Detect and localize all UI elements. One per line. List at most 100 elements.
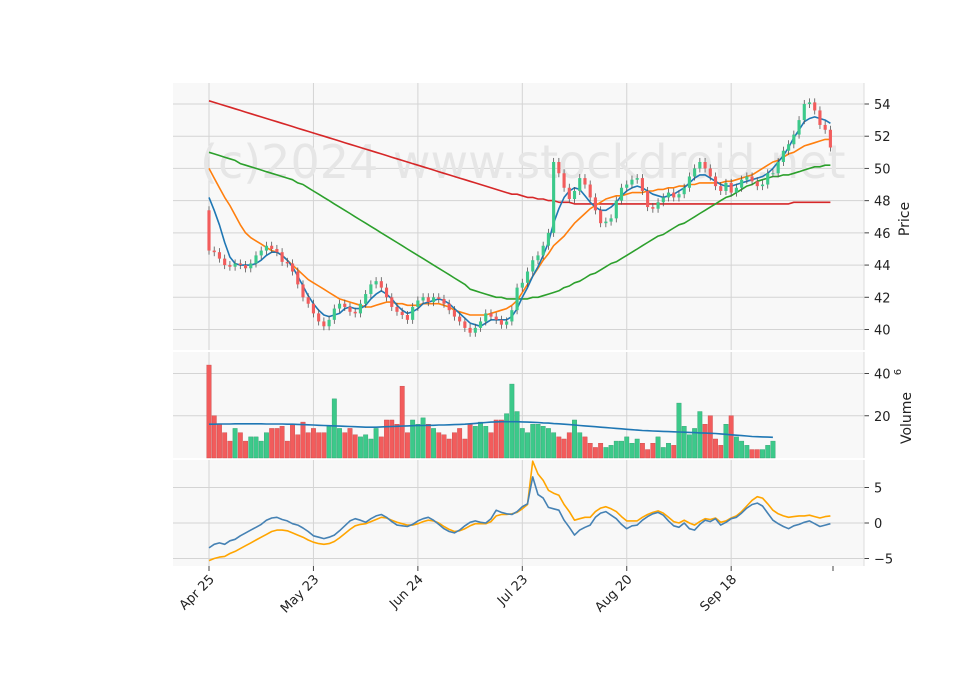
candle-up [369, 284, 373, 295]
volume-bar [420, 417, 426, 459]
volume-bar [232, 428, 238, 459]
candle-down [583, 178, 587, 185]
volume-bar [284, 440, 290, 459]
candle-up [766, 173, 770, 185]
volume-bar [363, 434, 369, 459]
volume-bar [660, 447, 666, 459]
volume-bar [598, 443, 604, 459]
candle-up [510, 310, 514, 322]
candle-up [677, 194, 681, 198]
candle-down [353, 311, 357, 314]
candle-up [578, 178, 582, 191]
volume-bar [582, 436, 588, 459]
ma10-line [208, 138, 831, 316]
volume-bar [342, 432, 348, 459]
volume-bar [237, 432, 243, 459]
volume-bar [264, 432, 269, 459]
volume-bar [373, 428, 379, 459]
candle-up [374, 281, 378, 285]
candle-down [672, 192, 676, 198]
volume-bar [733, 436, 739, 459]
oscillator-line-a [208, 476, 831, 549]
volume-bar [587, 443, 593, 459]
candle-up [687, 176, 691, 188]
candle-down [489, 313, 493, 317]
candle-down [713, 176, 718, 187]
candle-up [635, 178, 639, 180]
candle-down [395, 306, 399, 312]
volume-bar [671, 445, 677, 459]
candle-up [771, 173, 775, 175]
candle-up [327, 319, 331, 327]
volume-bar [566, 432, 572, 459]
volume-bar [713, 438, 718, 459]
volume-bars-layer [206, 364, 776, 459]
candle-down [301, 284, 305, 298]
candle-up [630, 179, 634, 185]
volume-bar [592, 447, 598, 459]
candle-up [661, 197, 665, 203]
candle-down [317, 313, 321, 322]
candle-up [693, 168, 697, 177]
candle-down [223, 258, 227, 266]
volume-bar [650, 443, 656, 459]
candle-down [442, 298, 446, 304]
candle-up [478, 321, 483, 328]
volume-bar [624, 436, 630, 459]
volume-ma-line [209, 420, 773, 439]
candle-up [337, 303, 342, 309]
volume-bar [765, 445, 771, 459]
candle-down [306, 297, 310, 304]
candle-down [285, 261, 289, 264]
candle-up [625, 184, 629, 188]
volume-bar [217, 424, 222, 459]
volume-bar [530, 424, 536, 459]
candle-up [364, 294, 368, 304]
volume-bar [504, 413, 510, 459]
x-tick-label: Aug 20 [592, 572, 635, 615]
y-tick-label-price: 46 [874, 227, 891, 242]
candle-up [520, 282, 524, 288]
volume-bar [446, 438, 452, 459]
candle-up [358, 303, 362, 314]
candle-up [656, 202, 660, 209]
oscillator-line-b [208, 460, 831, 562]
volume-bar [368, 438, 374, 459]
candle-up [332, 308, 336, 320]
candle-down [646, 190, 650, 208]
volume-bar [384, 419, 389, 459]
volume-bar [707, 415, 713, 459]
candle-down [207, 210, 211, 251]
candle-up [259, 250, 263, 256]
candle-down [750, 176, 754, 182]
volume-bar [749, 449, 755, 459]
volume-bar [258, 440, 264, 459]
candle-up [546, 232, 550, 246]
candlestick-layer [207, 98, 832, 337]
candle-down [437, 297, 441, 299]
candle-up [740, 179, 744, 188]
candle-down [640, 178, 644, 191]
candle-down [599, 210, 603, 224]
candle-up [724, 182, 728, 191]
volume-bar [619, 440, 624, 459]
volume-axis-exponent: 6 [893, 369, 904, 375]
volume-bar [227, 440, 233, 459]
candle-up [515, 287, 519, 311]
x-tick-label: Jul 23 [494, 572, 531, 609]
candle-down [719, 186, 723, 191]
candle-down [755, 181, 759, 187]
y-tick-label-price: 54 [874, 98, 891, 113]
volume-bar [697, 411, 703, 459]
volume-bar [493, 419, 499, 459]
volume-bar [723, 424, 729, 459]
y-tick-label-price: 50 [874, 162, 891, 177]
volume-bar [436, 432, 442, 459]
candle-down [311, 303, 316, 314]
volume-bar [316, 432, 322, 459]
candle-up [745, 176, 749, 180]
candle-down [557, 161, 561, 174]
volume-bar [728, 415, 734, 459]
volume-bar [457, 428, 463, 459]
